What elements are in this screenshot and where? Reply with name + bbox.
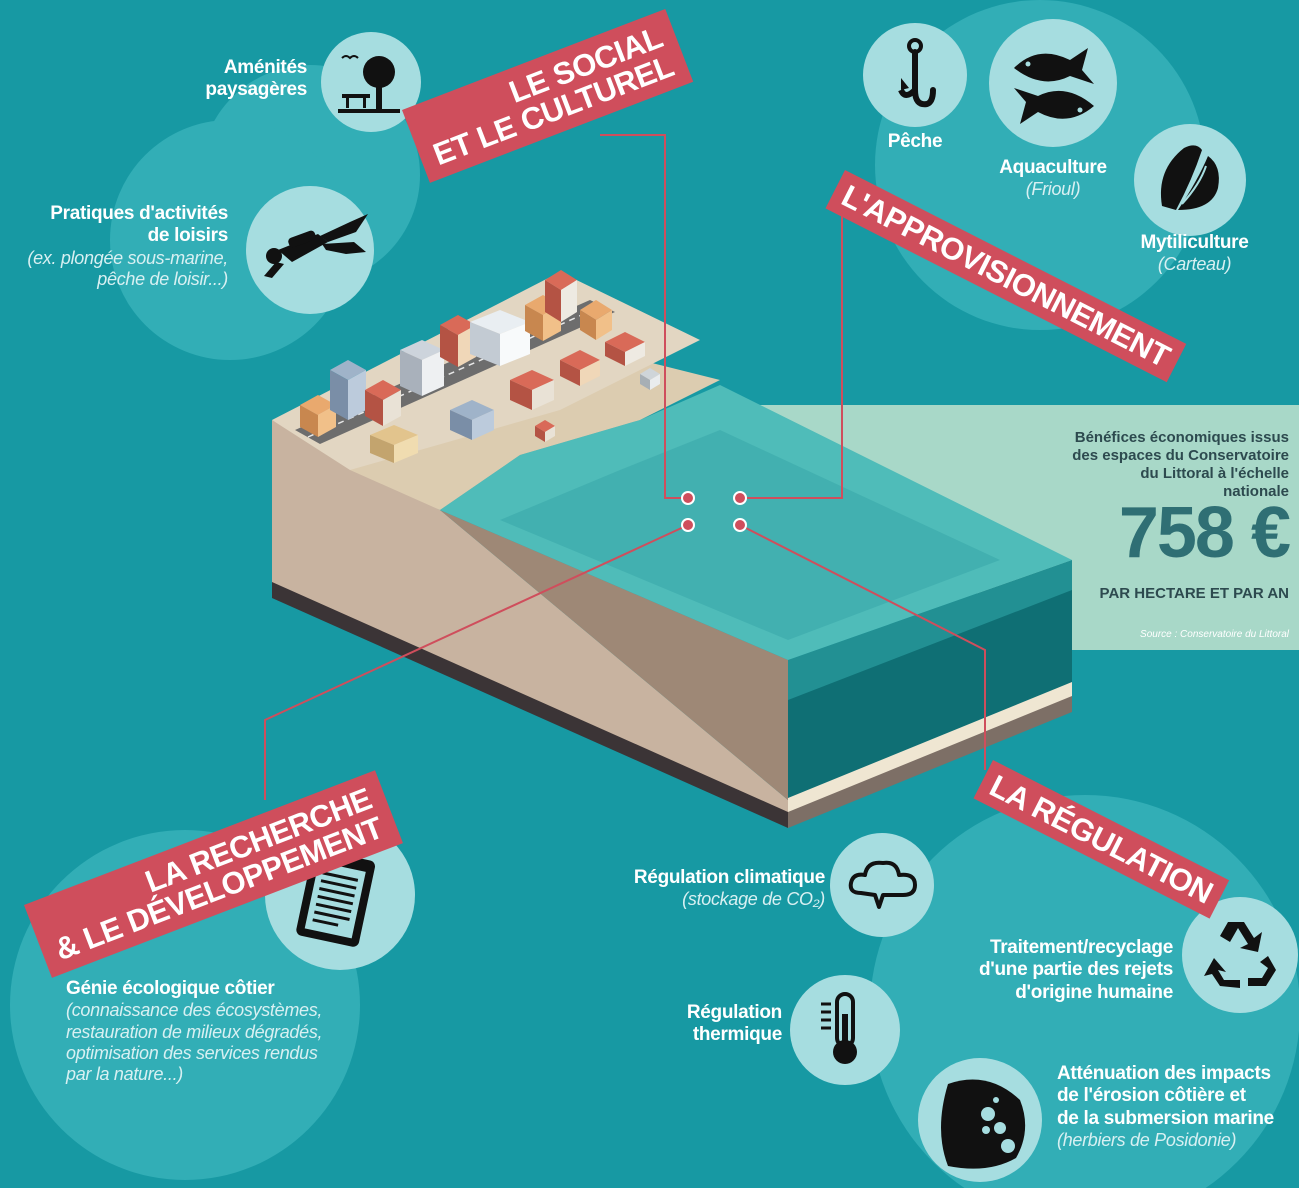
fishing-title: Pêche xyxy=(887,131,943,152)
leisure-note-line2: pêche de loisir...) xyxy=(97,269,228,290)
erosion-line2: de l'érosion côtière et xyxy=(1057,1085,1246,1107)
climate-icon-circle xyxy=(830,833,934,937)
mussel-title: Mytiliculture xyxy=(1140,232,1249,253)
label-amenities: Aménités paysagères xyxy=(205,57,307,102)
economic-benefits-panel: Bénéfices économiques issus des espaces … xyxy=(1072,405,1299,650)
econ-value: 758 € xyxy=(1118,493,1291,573)
label-erosion: Atténuation des impacts de l'érosion côt… xyxy=(1057,1063,1274,1151)
econ-source: Source : Conservatoire du Littoral xyxy=(1140,629,1289,640)
block-land-face xyxy=(272,420,788,812)
cloud-icon xyxy=(848,860,917,909)
leisure-title-line2: de loisirs xyxy=(147,225,229,247)
block-sand-right xyxy=(788,680,1072,812)
mussel-note: (Carteau) xyxy=(1157,254,1232,275)
block-base-right xyxy=(788,694,1072,828)
city-buildings xyxy=(300,270,660,463)
erosion-line1: Atténuation des impacts xyxy=(1057,1063,1271,1084)
label-mussel: Mytiliculture (Carteau) xyxy=(1122,232,1267,276)
fishhook-icon xyxy=(898,38,936,108)
erosion-line3: de la submersion marine xyxy=(1057,1107,1274,1129)
label-aquaculture: Aquaculture (Frioul) xyxy=(983,157,1123,201)
amenities-line2: paysagères xyxy=(205,79,307,101)
econ-intro-line3: du Littoral à l'échelle nationale xyxy=(1140,465,1289,500)
erosion-note: (herbiers de Posidonie) xyxy=(1057,1130,1237,1151)
recycle-icon-circle xyxy=(1182,897,1298,1013)
leisure-note-line1: (ex. plongée sous-marine, xyxy=(27,247,228,268)
econ-unit: PAR HECTARE ET PAR AN xyxy=(1099,585,1289,602)
recycle-icon xyxy=(1204,922,1276,988)
thermal-line1: Régulation xyxy=(686,1002,782,1023)
research-note-line4: par la nature...) xyxy=(66,1064,183,1085)
treatment-line1: Traitement/recyclage xyxy=(989,937,1173,958)
label-leisure: Pratiques d'activités de loisirs (ex. pl… xyxy=(27,203,228,290)
research-note-line2: restauration de milieux dégradés, xyxy=(66,1021,323,1042)
tree-bench-icon xyxy=(338,55,400,113)
label-treatment: Traitement/recyclage d'une partie des re… xyxy=(979,937,1173,1004)
block-base-left xyxy=(272,580,788,828)
fish-icon xyxy=(1014,48,1094,124)
label-research: Génie écologique côtier (connaissance de… xyxy=(66,978,323,1085)
aquaculture-title: Aquaculture xyxy=(999,157,1107,178)
water-surface-deep xyxy=(500,430,1000,640)
climate-title: Régulation climatique xyxy=(633,867,825,888)
thermometer-icon xyxy=(821,992,857,1064)
research-note-line1: (connaissance des écosystèmes, xyxy=(66,1000,323,1021)
amenities-line1: Aménités xyxy=(223,57,307,78)
connector-dots xyxy=(681,491,747,532)
climate-note: (stockage de CO₂) xyxy=(682,889,825,910)
econ-intro: Bénéfices économiques issus des espaces … xyxy=(1072,429,1289,501)
leisure-title-line1: Pratiques d'activités xyxy=(50,203,228,224)
diver-icon xyxy=(264,214,368,278)
label-thermal: Régulation thermique xyxy=(687,1002,782,1047)
mussel-icon xyxy=(1160,145,1219,210)
block-slope-shade xyxy=(440,510,788,800)
beach xyxy=(350,340,720,510)
research-note-line3: optimisation des services rendus xyxy=(66,1042,318,1063)
thermal-line2: thermique xyxy=(692,1024,782,1046)
aquaculture-note: (Frioul) xyxy=(1025,179,1081,200)
label-climate: Régulation climatique (stockage de CO₂) xyxy=(634,867,825,911)
connector-lines xyxy=(264,134,986,800)
block-water-face xyxy=(788,560,1072,798)
treatment-line3: d'origine humaine xyxy=(1015,981,1173,1003)
econ-intro-line1: Bénéfices économiques issus xyxy=(1074,429,1289,446)
rock-icon xyxy=(941,1079,1026,1169)
econ-intro-line2: des espaces du Conservatoire xyxy=(1072,447,1289,464)
block-water-face-light xyxy=(788,560,1072,700)
label-fishing: Pêche xyxy=(875,131,955,153)
research-title: Génie écologique côtier xyxy=(66,978,275,999)
treatment-line2: d'une partie des rejets xyxy=(978,959,1173,981)
